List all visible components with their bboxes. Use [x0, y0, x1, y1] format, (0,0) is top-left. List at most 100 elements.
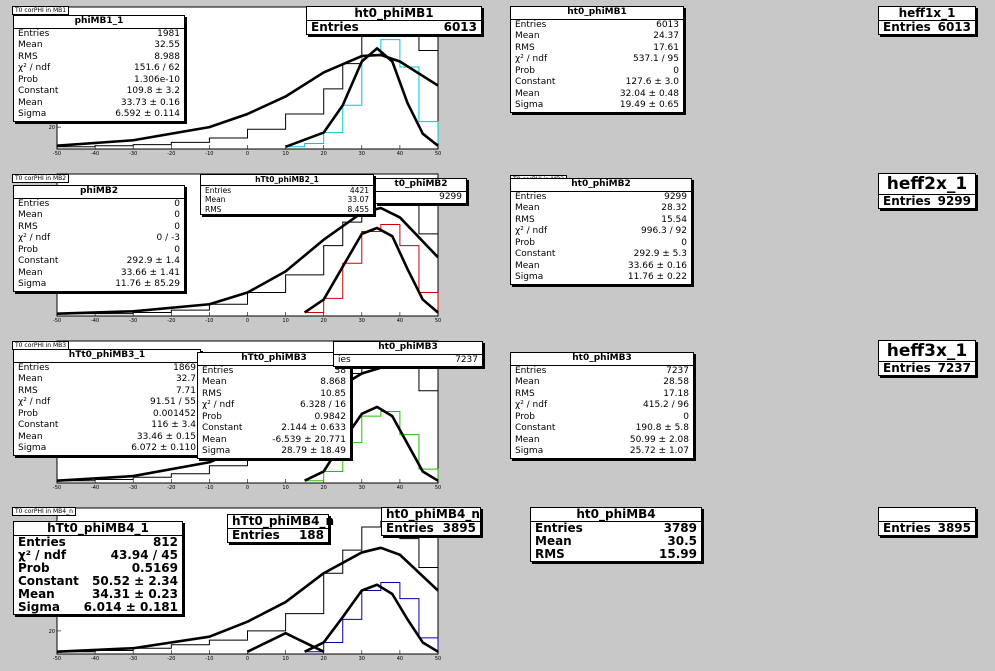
stats-key: Sigma: [18, 600, 60, 614]
stats-key: Mean: [515, 203, 540, 213]
fit-curve: [56, 206, 439, 315]
x-tick-label: 0: [246, 485, 249, 491]
canvas-tag: T0 corPHI in MB2: [12, 174, 70, 183]
stats-row: RMS 0: [14, 222, 184, 234]
stats-key: Prob: [515, 65, 535, 76]
stats-row: Entries 7237: [879, 362, 975, 375]
pad-2: -50-40-30-20-10010203040500.1ht0_phiMB1E…: [500, 3, 992, 163]
stats-value: 28.58: [663, 377, 689, 387]
stats-value: 15.54: [661, 214, 687, 225]
stats-key: Entries: [18, 28, 50, 39]
stats-key: Entries: [883, 521, 931, 535]
stats-key: Mean: [202, 434, 227, 445]
stats-key: Entries: [535, 521, 583, 535]
stats-box: heff2x_1 Entries 9299: [878, 173, 976, 209]
fit-curve: [303, 226, 439, 314]
stats-row: χ² / ndf 43.94 / 45: [14, 549, 182, 562]
x-tick-label: 10: [282, 318, 288, 324]
x-tick-label: 30: [359, 656, 365, 662]
stats-key: Entries: [883, 20, 931, 34]
stats-row: RMS 8.455: [201, 205, 373, 215]
fit-curve: [56, 546, 439, 653]
x-tick-label: -30: [129, 318, 137, 324]
stats-key: Constant: [202, 423, 243, 433]
stats-key: Entries: [883, 194, 931, 208]
stats-box: phiMB2 Entries 0 Mean 0 RMS 0 χ² / ndf 0 / -3 Pro…: [13, 185, 185, 292]
stats-row: Entries 3789: [531, 522, 701, 535]
stats-value: 6013: [443, 20, 477, 34]
stats-row: Mean 33.07: [201, 195, 373, 205]
stats-key: Mean: [18, 40, 43, 50]
stats-row: Mean -6.539 ± 20.771: [198, 435, 350, 447]
stats-box: ht0_phiMB1 Entries 6013 Mean 24.37 RMS 17.61 χ²…: [510, 6, 684, 113]
pad-8: -50-40-30-20-10010203040500.050.10.150.2…: [500, 504, 992, 668]
stats-value: 34.31 ± 0.23: [92, 587, 178, 601]
pad-1: -50-40-30-20-100102030405020406080T0 cor…: [3, 3, 490, 163]
stats-row: Sigma 11.76 ± 85.29: [14, 279, 184, 291]
stats-row: Constant 2.144 ± 0.633: [198, 423, 350, 435]
stats-value: 33.46 ± 0.15: [136, 431, 196, 442]
stats-row: Mean 0: [14, 210, 184, 222]
stats-value: 0.001452: [153, 408, 196, 419]
stats-value: 33.66 ± 0.16: [627, 260, 687, 271]
stats-row: Constant 190.8 ± 5.8: [511, 423, 693, 435]
stats-key: Entries: [205, 185, 232, 195]
stats-value: 50.52 ± 2.34: [92, 574, 178, 588]
x-tick-label: -50: [53, 151, 61, 157]
stats-value: 3789: [663, 521, 697, 535]
stats-value: 6.072 ± 0.110: [131, 443, 196, 453]
stats-value: 1869: [173, 362, 196, 373]
stats-key: Sigma: [18, 279, 47, 289]
stats-key: Prob: [202, 411, 222, 422]
stats-key: Entries: [386, 521, 434, 535]
stats-value: 33.73 ± 0.16: [120, 97, 180, 108]
stats-value: 38: [334, 365, 346, 376]
stats-value: 8.868: [320, 377, 346, 387]
stats-row: Sigma 19.49 ± 0.65: [511, 100, 683, 112]
x-tick-label: -40: [91, 151, 99, 157]
stats-title: t0_phiMB2: [376, 179, 466, 192]
stats-value: 6013: [656, 19, 679, 30]
stats-key: Constant: [18, 256, 59, 266]
stats-row: Constant 116 ± 3.4: [14, 420, 200, 432]
stats-row: Entries 3895: [382, 522, 480, 535]
x-tick-label: -10: [205, 318, 213, 324]
stats-value: 151.6 / 62: [134, 63, 180, 73]
stats-value: 6.592 ± 0.114: [115, 109, 180, 119]
stats-title: ht0_phiMB3: [511, 353, 693, 366]
stats-value: 17.61: [653, 42, 679, 53]
stats-key: Prob: [18, 74, 38, 85]
stats-value: 0.9842: [314, 411, 347, 422]
stats-key: Sigma: [18, 109, 47, 119]
stats-value: 19.49 ± 0.65: [619, 100, 679, 110]
stats-key: Prob: [18, 244, 38, 255]
stats-title: ht0_phiMB1: [307, 7, 481, 21]
stats-key: Mean: [205, 195, 226, 204]
x-tick-label: 20: [321, 318, 327, 324]
stats-value: 7237: [455, 354, 478, 365]
x-tick-label: 30: [359, 485, 365, 491]
x-tick-label: -30: [129, 151, 137, 157]
x-tick-label: -20: [167, 485, 175, 491]
x-tick-label: 0: [246, 318, 249, 324]
stats-title: ht0_phiMB4_n: [382, 508, 480, 522]
stats-title: [879, 508, 975, 522]
stats-row: Mean 33.66 ± 0.16: [511, 261, 691, 273]
fit-curve: [304, 583, 439, 653]
stats-row: ies 7237: [334, 355, 482, 367]
stats-value: 9299: [664, 191, 687, 202]
stats-box: hTt0_phiMB4_n Entries 188: [227, 514, 334, 543]
stats-value: 6.014 ± 0.181: [83, 600, 178, 614]
x-tick-label: 40: [397, 151, 403, 157]
stats-value: 30.5: [667, 534, 697, 548]
stats-value: 0.5169: [131, 561, 178, 575]
stats-key: Sigma: [515, 100, 544, 110]
x-tick-label: 10: [282, 656, 288, 662]
stats-key: RMS: [205, 204, 222, 214]
stats-value: 109.8 ± 3.2: [126, 86, 180, 96]
stats-row: Mean 32.55: [14, 40, 184, 52]
stats-key: χ² / ndf: [18, 233, 51, 243]
x-tick-label: 0: [246, 151, 249, 157]
stats-title: hTt0_phiMB3: [198, 353, 350, 366]
stats-key: Constant: [515, 249, 556, 259]
